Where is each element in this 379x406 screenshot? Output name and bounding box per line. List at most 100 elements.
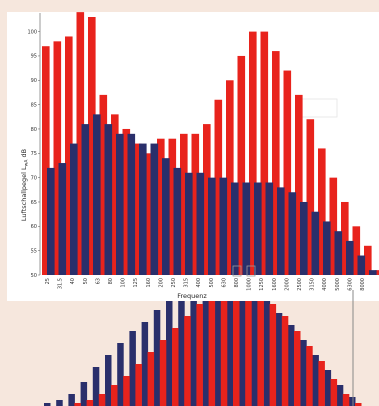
x-tick-label: 4000	[322, 278, 328, 291]
blue-bar	[196, 172, 205, 275]
x-tick-label: 63	[95, 278, 101, 284]
red-bar	[281, 316, 289, 406]
red-bar	[257, 295, 264, 406]
blue-bar	[58, 163, 67, 275]
blue-bar	[190, 280, 197, 406]
red-bar	[352, 226, 361, 275]
blue-bar	[68, 394, 75, 406]
y-tick-label: 55	[31, 248, 37, 254]
blue-bar	[153, 310, 161, 406]
x-tick-label: 800	[234, 278, 240, 288]
blue-bar	[105, 355, 112, 406]
y-tick-label: 80	[31, 127, 37, 133]
x-tick-label: 160	[146, 278, 152, 288]
blue-bar	[208, 177, 216, 275]
red-bar	[42, 46, 50, 275]
y-tick-label: 75	[31, 151, 37, 157]
x-tick-label: 1250	[259, 278, 265, 291]
red-bar	[318, 148, 326, 275]
blue-bar	[288, 325, 295, 406]
red-bar	[157, 138, 165, 275]
red-bar	[306, 119, 315, 276]
red-bar	[375, 270, 379, 275]
blue-bar	[173, 167, 182, 275]
red-bar	[53, 41, 62, 275]
red-bar	[329, 177, 338, 275]
red-bar	[318, 361, 325, 406]
x-tick-label: 400	[196, 278, 202, 288]
red-bar	[76, 12, 85, 275]
blue-bar	[202, 274, 210, 406]
blue-bar	[239, 283, 246, 406]
blue-bar	[116, 133, 124, 275]
red-bar	[159, 340, 167, 406]
red-bar	[99, 94, 108, 275]
blue-bar	[349, 397, 356, 406]
red-bar	[184, 316, 191, 406]
blue-bar	[369, 270, 377, 275]
red-bar	[260, 31, 269, 275]
x-tick-label: 6300	[347, 278, 353, 291]
red-bar	[272, 51, 280, 275]
x-tick-label: 125	[133, 278, 139, 288]
blue-bar	[300, 340, 307, 406]
red-bar	[88, 17, 96, 275]
red-bar	[86, 400, 94, 406]
overlay-marker	[232, 265, 242, 277]
blue-bar	[178, 289, 185, 406]
y-tick-label: 100	[27, 29, 37, 35]
red-bar	[147, 352, 155, 406]
red-bar	[220, 289, 228, 406]
x-tick-label: 40	[70, 278, 76, 284]
y-tick-label: 60	[31, 224, 37, 230]
blue-bar	[323, 221, 331, 275]
x-tick-label: 5000	[335, 278, 341, 291]
blue-bar	[277, 187, 285, 275]
red-bar	[364, 245, 372, 275]
y-axis-label: Luftschallpegel LwA dB	[20, 149, 30, 221]
blue-bar	[346, 240, 354, 275]
red-bar	[342, 394, 350, 406]
blue-bar	[242, 182, 251, 275]
red-bar	[355, 403, 362, 406]
x-axis-label: Frequenz	[177, 292, 207, 300]
red-bar	[180, 133, 188, 275]
red-bar	[111, 114, 119, 275]
red-bar	[249, 31, 257, 275]
x-tick-label: 80	[108, 278, 114, 284]
blue-bar	[311, 211, 320, 275]
x-tick-label: 630	[221, 278, 227, 288]
blue-bar	[336, 385, 344, 406]
red-bar	[233, 286, 240, 406]
blue-bar	[139, 143, 147, 275]
red-bar	[168, 138, 177, 275]
blue-bar	[288, 192, 297, 275]
red-bar	[294, 331, 301, 406]
blue-bar	[312, 355, 319, 406]
red-bar	[196, 304, 203, 406]
red-bar	[135, 364, 142, 406]
x-tick-label: 8000	[360, 278, 366, 291]
x-tick-label: 50	[83, 278, 89, 284]
red-bar	[245, 289, 252, 406]
blue-bar	[275, 313, 283, 406]
blue-bar	[150, 143, 159, 275]
blue-bar	[44, 403, 51, 406]
y-tick-label: 50	[31, 273, 37, 279]
red-bar	[226, 80, 234, 275]
overlay-marker	[246, 265, 256, 277]
red-bar	[65, 36, 73, 276]
top-bar-chart: 50 55 60 65 70 75 80 85 90 95 100 25 31.5 40 50 63 80 100…	[27, 12, 379, 291]
x-tick-label: 25	[45, 278, 51, 284]
blue-bar	[334, 231, 343, 275]
legend-box	[296, 98, 338, 118]
red-bar	[283, 70, 292, 275]
blue-bar	[70, 143, 78, 275]
x-tick-label: 250	[171, 278, 177, 288]
red-bar	[74, 403, 81, 406]
blue-bar	[81, 124, 90, 276]
red-bar	[214, 99, 223, 275]
blue-bar	[104, 124, 113, 276]
x-tick-label: 100	[121, 278, 127, 288]
